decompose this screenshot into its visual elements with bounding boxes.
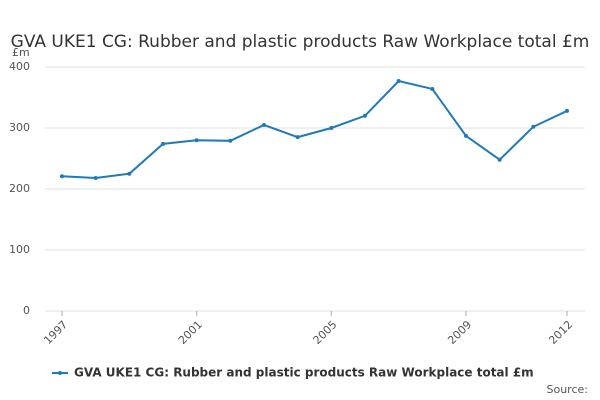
point <box>329 126 334 130</box>
y-tick-label: 100 <box>9 243 30 256</box>
point <box>531 124 536 129</box>
y-tick-label: 400 <box>9 60 30 73</box>
x-tick-label: 2012 <box>546 318 575 347</box>
x-tick-label: 1997 <box>41 318 70 347</box>
point <box>60 174 64 179</box>
legend-marker <box>58 371 62 375</box>
y-tick-label: 200 <box>9 182 30 195</box>
x-tick-label: 2001 <box>176 318 205 347</box>
point <box>464 133 468 138</box>
point <box>430 86 435 91</box>
source: Source: <box>547 383 589 396</box>
x-tick-label: 2005 <box>311 318 340 347</box>
point <box>295 135 300 140</box>
point <box>194 138 199 143</box>
x-tick-label: 2009 <box>445 318 474 347</box>
y-tick-label: 300 <box>9 121 30 134</box>
y-axis-label: £m <box>12 46 30 59</box>
point <box>363 113 367 118</box>
point <box>93 176 98 181</box>
point <box>396 79 401 84</box>
point <box>228 138 233 143</box>
y-tick-label: 0 <box>23 304 30 317</box>
point <box>127 171 132 176</box>
point <box>262 122 266 127</box>
point <box>161 141 165 146</box>
point <box>565 108 569 113</box>
series-line <box>61 79 568 180</box>
chart-title: GVA UKE1 CG: Rubber and plastic products… <box>11 32 590 52</box>
legend-label: GVA UKE1 CG: Rubber and plastic products… <box>74 366 534 380</box>
point <box>497 157 502 162</box>
